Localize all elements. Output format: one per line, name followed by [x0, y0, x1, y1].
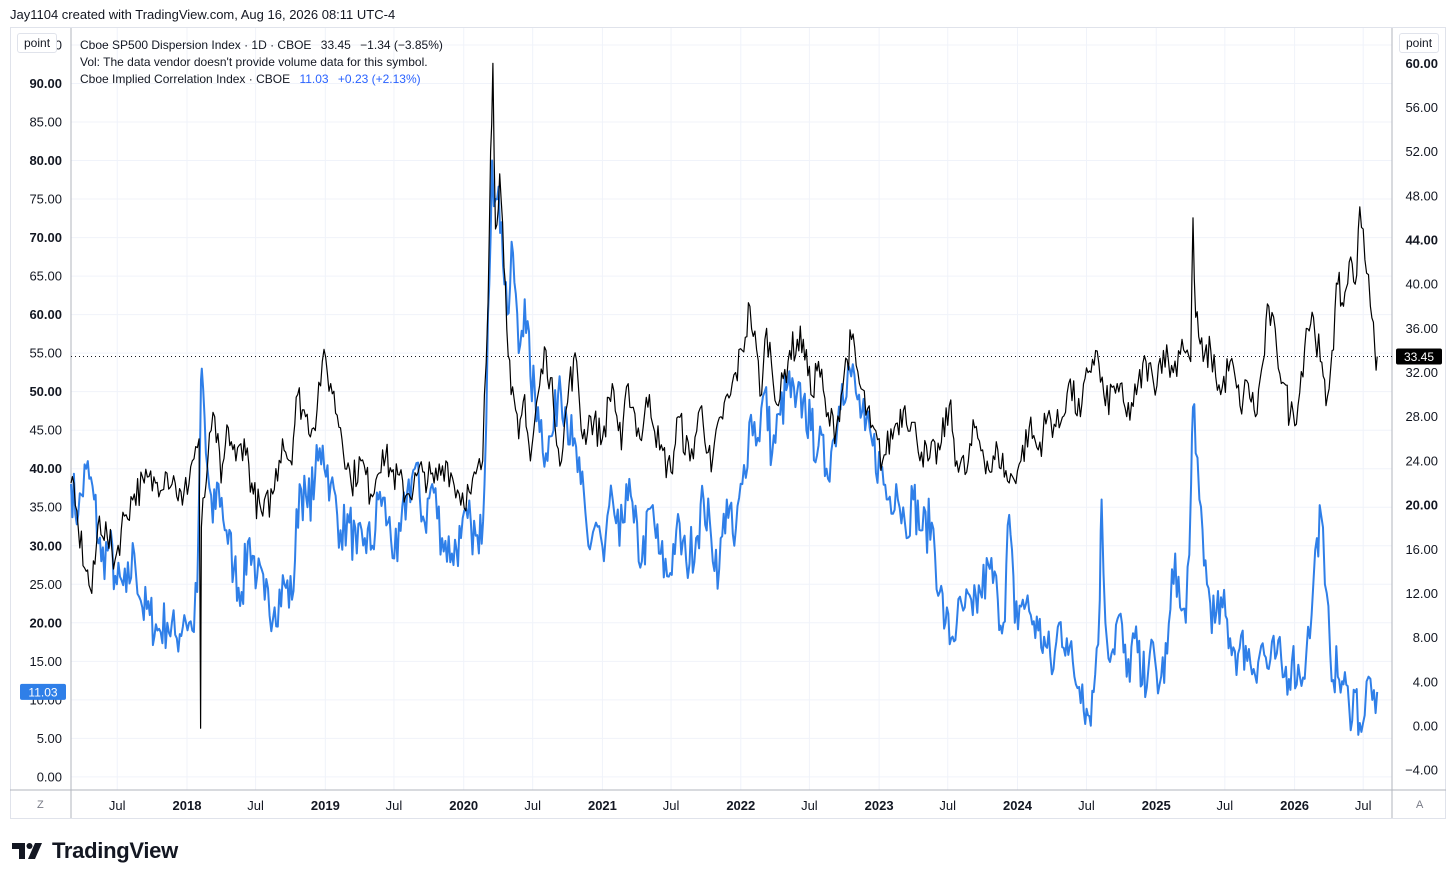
right-tick-label: 20.00 — [1405, 498, 1438, 513]
left-tick-label: 60.00 — [29, 307, 62, 322]
time-tick-label: Jul — [939, 798, 956, 813]
left-tick-label: 70.00 — [29, 230, 62, 245]
time-tick-label: Jul — [524, 798, 541, 813]
left-tick-label: 30.00 — [29, 538, 62, 553]
right-axis[interactable]: 60.00 56.00 52.00 48.00 44.00 40.00 36.00 32.00… — [1405, 56, 1438, 778]
left-tick-label: 65.00 — [29, 269, 62, 284]
right-unit-button[interactable]: point — [1399, 33, 1440, 53]
right-tick-label: 52.00 — [1405, 144, 1438, 159]
right-tick-label: 8.00 — [1413, 630, 1438, 645]
right-tick-label: 16.00 — [1405, 542, 1438, 557]
time-tick-label: Jul — [247, 798, 264, 813]
legend-correlation-last: 11.03 — [299, 72, 329, 86]
time-axis[interactable]: Jul 2018 Jul 2019 Jul 2020 Jul 2021 Jul 2022 Jul 20… — [109, 798, 1372, 813]
dispersion-last-badge — [1396, 348, 1442, 365]
time-tick-label: Jul — [1078, 798, 1095, 813]
left-tick-label: 85.00 — [29, 114, 62, 129]
price-badges: 33.45 11.03 — [20, 348, 1442, 700]
left-unit-button[interactable]: point — [17, 33, 58, 53]
time-tick-label: Jul — [1217, 798, 1234, 813]
right-tick-label: 24.00 — [1405, 453, 1438, 468]
correlation-series-line — [70, 159, 1379, 736]
right-tick-label: 12.00 — [1405, 586, 1438, 601]
time-tick-label: 2025 — [1142, 798, 1171, 813]
left-tick-label: 45.00 — [29, 423, 62, 438]
grid-lines — [71, 28, 1392, 790]
tradingview-logo-icon — [12, 843, 42, 859]
right-tick-label: 32.00 — [1405, 365, 1438, 380]
left-tick-label: 5.00 — [37, 731, 62, 746]
left-tick-label: 55.00 — [29, 346, 62, 361]
right-tick-label: −4.00 — [1405, 763, 1438, 778]
left-tick-label: 90.00 — [29, 76, 62, 91]
correlation-last-badge — [20, 683, 66, 700]
left-tick-label: 75.00 — [29, 192, 62, 207]
left-tick-label: 80.00 — [29, 153, 62, 168]
time-tick-label: Jul — [1355, 798, 1372, 813]
legend-dispersion[interactable]: Cboe SP500 Dispersion Index · 1D · CBOE … — [80, 37, 443, 54]
left-tick-label: 15.00 — [29, 654, 62, 669]
correlation-last-badge-text: 11.03 — [28, 685, 57, 699]
right-tick-label: 44.00 — [1405, 233, 1438, 248]
right-tick-label: 28.00 — [1405, 409, 1438, 424]
right-tick-label: 4.00 — [1413, 674, 1438, 689]
right-tick-label: 48.00 — [1405, 188, 1438, 203]
right-tick-label: 56.00 — [1405, 100, 1438, 115]
legend-volume-note: Vol: The data vendor doesn't provide vol… — [80, 55, 428, 69]
tradingview-wordmark: TradingView — [52, 838, 178, 863]
right-tick-label: 40.00 — [1405, 277, 1438, 292]
tradingview-logo[interactable]: TradingView — [12, 838, 178, 864]
chart-frame — [10, 27, 1446, 819]
zoom-toggle-button[interactable]: Z — [37, 799, 44, 811]
legend-dispersion-change: −1.34 (−3.85%) — [360, 38, 443, 52]
left-tick-label: 50.00 — [29, 384, 62, 399]
legend-correlation[interactable]: Cboe Implied Correlation Index · CBOE 11… — [80, 71, 443, 88]
auto-scale-button[interactable]: A — [1416, 799, 1424, 811]
left-tick-label: 20.00 — [29, 615, 62, 630]
time-tick-label: 2023 — [865, 798, 894, 813]
time-tick-label: Jul — [109, 798, 126, 813]
legend-correlation-change: +0.23 (+2.13%) — [337, 72, 421, 86]
time-tick-label: 2021 — [588, 798, 617, 813]
left-tick-label: 0.00 — [37, 769, 62, 784]
left-tick-label: 35.00 — [29, 500, 62, 515]
right-tick-label: 36.00 — [1405, 321, 1438, 336]
left-tick-label: 25.00 — [29, 577, 62, 592]
series-layer — [70, 62, 1379, 736]
right-tick-label: 0.00 — [1413, 718, 1438, 733]
left-tick-label: 40.00 — [29, 461, 62, 476]
dispersion-series-line — [70, 62, 1378, 729]
attribution-text: Jay1104 created with TradingView.com, Au… — [10, 7, 396, 22]
time-tick-label: Jul — [801, 798, 818, 813]
dispersion-last-badge-text: 33.45 — [1404, 350, 1434, 364]
time-tick-label: 2019 — [311, 798, 340, 813]
time-tick-label: 2018 — [173, 798, 202, 813]
time-tick-label: Jul — [663, 798, 680, 813]
legend-dispersion-last: 33.45 — [320, 38, 351, 52]
time-tick-label: 2024 — [1003, 798, 1033, 813]
time-tick-label: 2026 — [1280, 798, 1309, 813]
chart-legend: Cboe SP500 Dispersion Index · 1D · CBOE … — [80, 37, 443, 88]
left-axis[interactable]: 95.0090.0085.0080.0075.0070.0065.0060.00… — [29, 37, 62, 784]
time-tick-label: Jul — [386, 798, 403, 813]
right-tick-label: 60.00 — [1405, 56, 1438, 71]
legend-correlation-label: Cboe Implied Correlation Index · CBOE — [80, 72, 291, 86]
legend-dispersion-label: Cboe SP500 Dispersion Index · 1D · CBOE — [80, 38, 312, 52]
axis-lines — [10, 28, 1446, 818]
time-tick-label: 2020 — [449, 798, 478, 813]
time-tick-label: 2022 — [726, 798, 755, 813]
